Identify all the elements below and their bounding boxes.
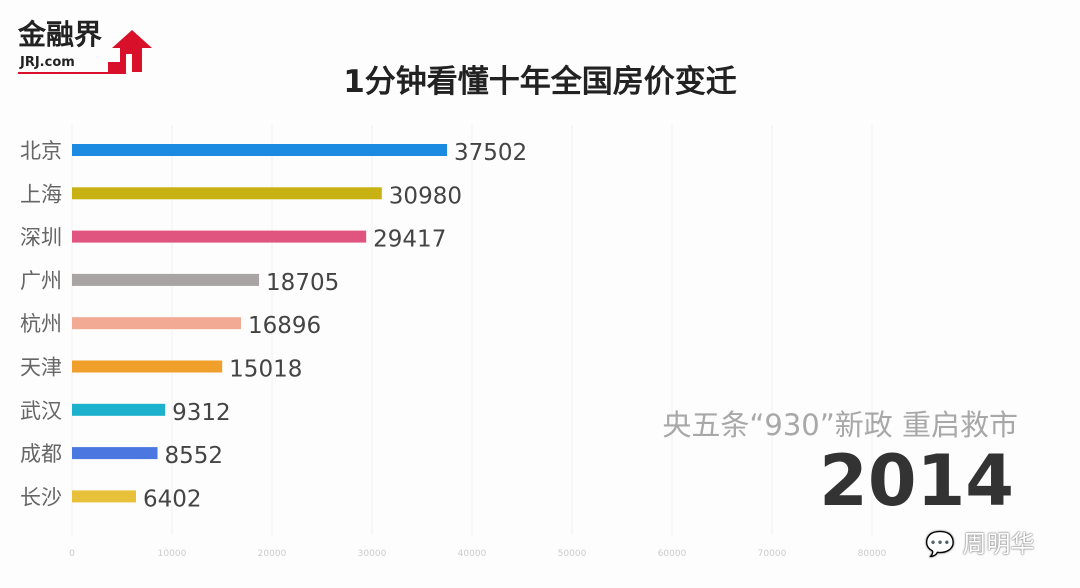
- category-label: 深圳: [20, 226, 62, 250]
- bar: [72, 403, 166, 416]
- category-label: 北京: [20, 139, 62, 163]
- svg-text:金融界: 金融界: [17, 18, 102, 51]
- value-label: 6402: [143, 486, 202, 512]
- value-label: 37502: [454, 140, 527, 166]
- bar: [72, 144, 448, 156]
- category-label: 长沙: [20, 485, 62, 509]
- value-label: 16896: [248, 313, 321, 339]
- value-label: 29417: [373, 227, 446, 253]
- x-tick-label: 50000: [558, 549, 587, 559]
- svg-text:JRJ.com: JRJ.com: [19, 55, 75, 70]
- x-tick-label: 0: [69, 549, 75, 559]
- category-label: 上海: [20, 182, 62, 206]
- x-tick-label: 20000: [258, 549, 287, 559]
- x-tick-label: 40000: [458, 549, 487, 559]
- x-tick-label: 80000: [858, 549, 887, 559]
- category-label: 杭州: [20, 312, 62, 336]
- value-label: 9312: [172, 400, 231, 426]
- bar: [72, 187, 382, 200]
- x-tick-label: 30000: [358, 549, 387, 559]
- x-tick-label: 10000: [158, 549, 187, 559]
- value-label: 8552: [165, 443, 224, 469]
- value-label: 15018: [229, 357, 302, 383]
- annotation: 央五条“930”新政 重启救市: [662, 408, 1018, 442]
- bar: [72, 360, 223, 373]
- category-label: 广州: [20, 269, 62, 293]
- category-label: 成都: [20, 442, 62, 466]
- bar: [72, 230, 367, 243]
- chart-title: 1分钟看懂十年全国房价变迁: [343, 64, 737, 100]
- category-label: 天津: [20, 356, 62, 380]
- x-tick-label: 70000: [758, 549, 787, 559]
- value-label: 18705: [266, 270, 339, 296]
- value-label: 30980: [389, 183, 462, 209]
- bar: [72, 317, 241, 330]
- bar: [72, 490, 137, 503]
- jrj-logo: 金融界 JRJ.com: [17, 18, 152, 74]
- watermark-text: 周明华: [962, 530, 1035, 558]
- category-label: 武汉: [20, 399, 62, 423]
- bar: [72, 273, 260, 286]
- year-label: 2014: [819, 440, 1014, 522]
- bar: [72, 447, 158, 460]
- x-tick-label: 60000: [658, 549, 687, 559]
- watermark: 💬 周明华: [925, 530, 1035, 558]
